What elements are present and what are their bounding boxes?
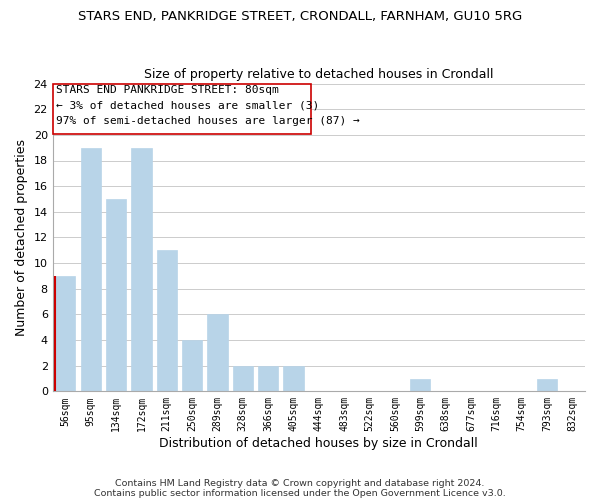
X-axis label: Distribution of detached houses by size in Crondall: Distribution of detached houses by size … <box>160 437 478 450</box>
Bar <box>258 366 278 392</box>
Bar <box>410 378 430 392</box>
Bar <box>182 340 202 392</box>
Text: Contains public sector information licensed under the Open Government Licence v3: Contains public sector information licen… <box>94 488 506 498</box>
Bar <box>157 250 177 392</box>
Bar <box>131 148 152 392</box>
Text: STARS END PANKRIDGE STREET: 80sqm: STARS END PANKRIDGE STREET: 80sqm <box>56 86 278 96</box>
Text: ← 3% of detached houses are smaller (3): ← 3% of detached houses are smaller (3) <box>56 101 319 111</box>
Text: STARS END, PANKRIDGE STREET, CRONDALL, FARNHAM, GU10 5RG: STARS END, PANKRIDGE STREET, CRONDALL, F… <box>78 10 522 23</box>
Bar <box>537 378 557 392</box>
Bar <box>55 276 76 392</box>
FancyBboxPatch shape <box>53 84 311 134</box>
Bar <box>283 366 304 392</box>
Title: Size of property relative to detached houses in Crondall: Size of property relative to detached ho… <box>144 68 494 81</box>
Bar <box>207 314 227 392</box>
Bar <box>233 366 253 392</box>
Y-axis label: Number of detached properties: Number of detached properties <box>15 139 28 336</box>
Bar <box>106 199 126 392</box>
Text: Contains HM Land Registry data © Crown copyright and database right 2024.: Contains HM Land Registry data © Crown c… <box>115 478 485 488</box>
Text: 97% of semi-detached houses are larger (87) →: 97% of semi-detached houses are larger (… <box>56 116 359 126</box>
Bar <box>80 148 101 392</box>
